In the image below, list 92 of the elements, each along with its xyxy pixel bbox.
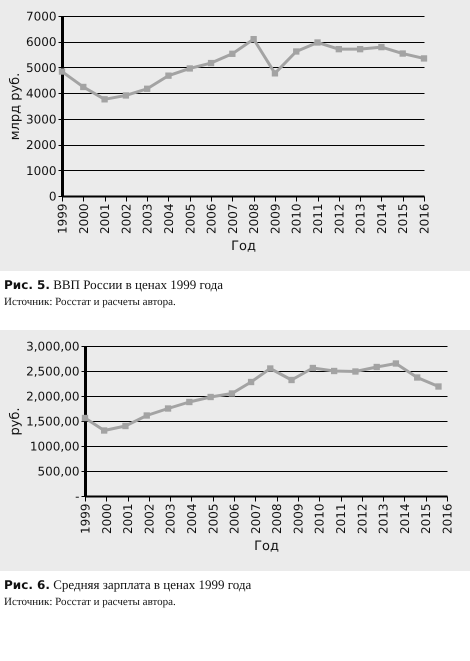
point bbox=[122, 92, 130, 99]
text: Рис. 6. Средняя зарплата в ценах 1999 года bbox=[3, 576, 252, 593]
point bbox=[414, 374, 420, 381]
x-tick-label: 2008 bbox=[247, 204, 262, 234]
point bbox=[248, 378, 254, 386]
point bbox=[310, 364, 316, 372]
y-axis-title: руб. bbox=[8, 407, 24, 436]
x-tick-label: 2014 bbox=[374, 204, 389, 234]
x-tick-label: 2016 bbox=[418, 204, 432, 234]
x-tick-label: 2001 bbox=[121, 504, 136, 534]
point bbox=[330, 368, 338, 374]
x-tick-label: 2003 bbox=[164, 504, 178, 534]
point bbox=[374, 364, 380, 370]
y-tick-label: 3,000,00 bbox=[26, 340, 80, 354]
y-tick-label: 7000 bbox=[26, 10, 56, 24]
point bbox=[229, 50, 236, 57]
x-tick-label: 2007 bbox=[248, 504, 263, 534]
point bbox=[288, 376, 295, 384]
point bbox=[352, 368, 359, 375]
y-tick-label: - bbox=[75, 490, 80, 504]
x-tick-label: 2013 bbox=[376, 504, 391, 534]
x-tick-label: 1999 bbox=[56, 204, 70, 234]
x-tick-label: 2008 bbox=[270, 504, 284, 534]
y-tick-label: 2,500,00 bbox=[26, 364, 80, 378]
y-tick-label: 3000 bbox=[26, 112, 56, 126]
point bbox=[267, 365, 274, 372]
x-axis-title: Год bbox=[254, 539, 279, 554]
point bbox=[435, 383, 442, 390]
point bbox=[378, 44, 385, 50]
x-tick-label: 2011 bbox=[311, 204, 326, 234]
y-tick-label: 6000 bbox=[26, 35, 56, 50]
x-tick-label: 2011 bbox=[334, 504, 348, 534]
point bbox=[392, 360, 400, 367]
x-tick-label: 2000 bbox=[100, 504, 114, 534]
x-tick-label: 2009 bbox=[291, 504, 306, 534]
point bbox=[314, 39, 321, 46]
text: Рис. 5. ВВП России в ценах 1999 года bbox=[3, 276, 224, 293]
y-tick-label: 4000 bbox=[26, 86, 56, 101]
point bbox=[144, 412, 150, 419]
x-tick-label: 2006 bbox=[204, 204, 219, 234]
point bbox=[293, 48, 300, 55]
y-tick-label: 1,500,00 bbox=[26, 414, 80, 428]
x-tick-label: 2002 bbox=[119, 204, 134, 234]
x-tick-label: 2010 bbox=[312, 504, 327, 534]
point bbox=[207, 394, 214, 400]
point bbox=[420, 55, 428, 62]
y-tick-label: 5000 bbox=[26, 60, 56, 75]
x-tick-label: 2015 bbox=[419, 504, 434, 534]
x-tick-label: 2009 bbox=[268, 204, 282, 234]
point bbox=[144, 86, 150, 92]
x-tick-label: 2012 bbox=[332, 204, 346, 234]
y-tick-label: 0 bbox=[48, 190, 56, 204]
y-tick-label: 2000 bbox=[26, 138, 56, 152]
point bbox=[400, 50, 406, 57]
point bbox=[336, 46, 342, 52]
y-tick-label: 1000 bbox=[26, 164, 56, 178]
x-axis-title: Год bbox=[231, 239, 256, 254]
y-axis-title: млрд руб. bbox=[8, 72, 23, 140]
point bbox=[122, 422, 129, 430]
x-tick-label: 2014 bbox=[398, 504, 412, 534]
y-tick-label: 500,00 bbox=[38, 464, 80, 478]
point bbox=[250, 36, 257, 42]
x-tick-label: 2005 bbox=[206, 504, 220, 534]
y-tick-label: 1000,00 bbox=[30, 440, 80, 454]
text: Источник: Росстат и расчеты автора. bbox=[3, 295, 177, 308]
text: Источник: Росстат и расчеты автора. bbox=[3, 595, 177, 608]
x-tick-label: 2016 bbox=[440, 504, 454, 534]
x-tick-label: 2004 bbox=[162, 204, 176, 234]
x-tick-label: 2003 bbox=[140, 204, 155, 234]
x-tick-label: 1999 bbox=[78, 504, 92, 534]
x-tick-label: 2006 bbox=[228, 504, 242, 534]
x-tick-label: 2015 bbox=[396, 204, 410, 234]
point bbox=[228, 390, 236, 397]
point bbox=[165, 72, 172, 79]
point bbox=[272, 70, 278, 77]
x-tick-label: 2007 bbox=[226, 204, 240, 234]
point bbox=[80, 84, 86, 90]
x-tick-label: 2013 bbox=[354, 204, 368, 234]
point bbox=[186, 398, 193, 406]
point bbox=[208, 60, 214, 66]
x-tick-label: 2012 bbox=[355, 504, 370, 534]
y-tick-label: 2,000,00 bbox=[26, 390, 80, 404]
point bbox=[164, 405, 172, 412]
x-tick-label: 2010 bbox=[290, 204, 304, 234]
x-tick-label: 2004 bbox=[184, 504, 199, 534]
point bbox=[101, 96, 108, 102]
point bbox=[356, 46, 364, 52]
x-tick-label: 2002 bbox=[142, 504, 156, 534]
x-tick-label: 2005 bbox=[183, 204, 198, 234]
point bbox=[186, 65, 193, 72]
point bbox=[101, 427, 108, 434]
x-tick-label: 2001 bbox=[98, 204, 112, 234]
